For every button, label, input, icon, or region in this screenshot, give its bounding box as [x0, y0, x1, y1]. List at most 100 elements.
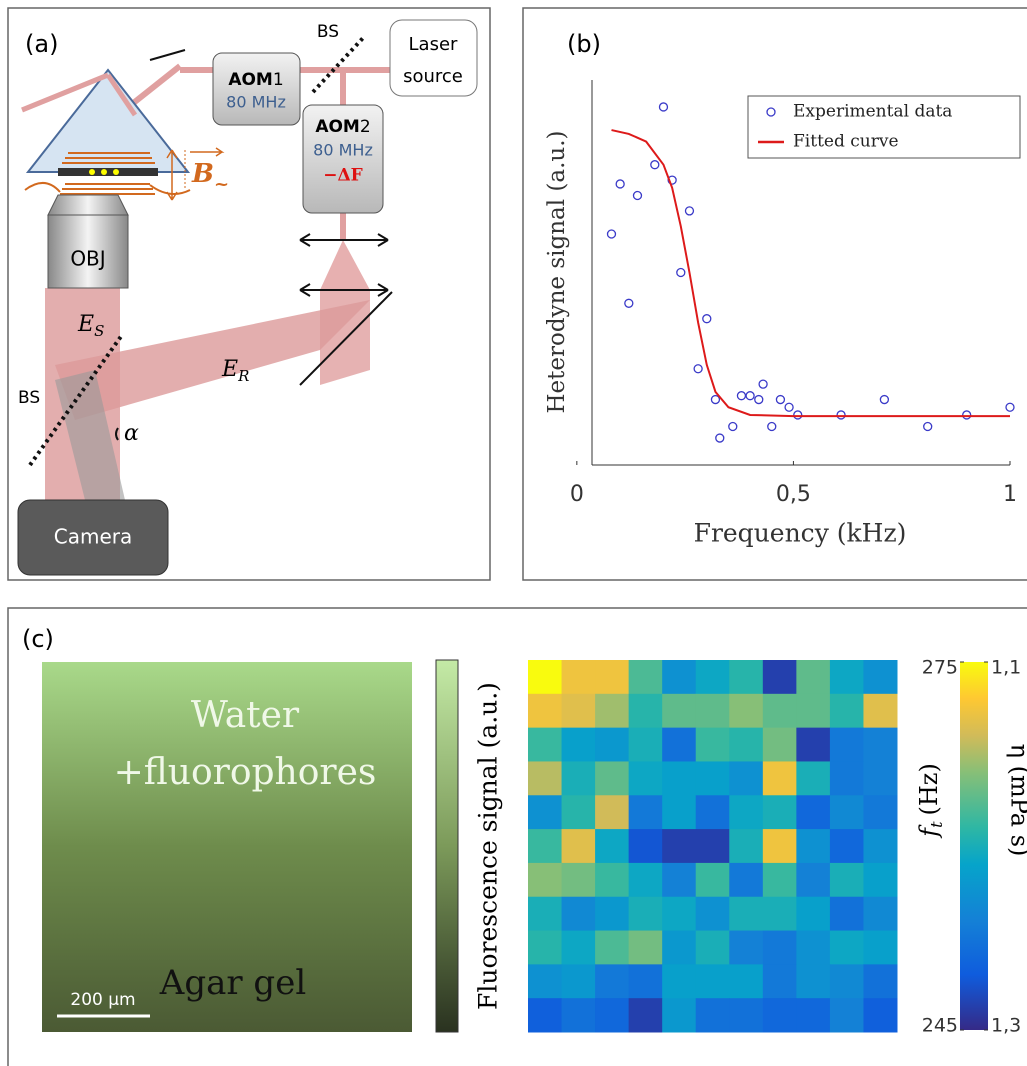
heatmap-cell	[662, 795, 696, 829]
heatmap-cell	[562, 964, 596, 998]
heatmap-cell	[595, 795, 629, 829]
heatmap-cell	[796, 964, 830, 998]
heatmap-cell	[863, 964, 897, 998]
heatmap-cell	[662, 964, 696, 998]
colorbar-tick-label: 275	[922, 657, 958, 679]
data-point	[776, 396, 784, 404]
heatmap-cell	[595, 863, 629, 897]
heatmap-cell	[729, 897, 763, 931]
heatmap-cell	[562, 660, 596, 694]
heatmap-cell	[662, 998, 696, 1032]
data-point	[616, 180, 624, 188]
heatmap-cell	[796, 897, 830, 931]
data-point	[651, 161, 659, 169]
aom-freq: 80 MHz	[313, 141, 373, 160]
heatmap-cell	[562, 863, 596, 897]
label-unit: (Hz)	[915, 763, 943, 815]
heatmap-cell	[629, 728, 663, 762]
heatmap-cell	[729, 660, 763, 694]
image-label: +fluorophores	[114, 752, 377, 793]
field-sub: R	[237, 367, 249, 385]
data-point	[746, 392, 754, 400]
heatmap-cell	[796, 660, 830, 694]
colorbar	[436, 660, 458, 1032]
heatmap-cell	[796, 863, 830, 897]
heatmap-cell	[863, 761, 897, 795]
heatmap-cell	[763, 761, 797, 795]
x-tick-label: 1	[1003, 482, 1017, 507]
heatmap-cell	[528, 998, 562, 1032]
data-point	[759, 380, 767, 388]
panel-label: (b)	[567, 30, 601, 58]
heatmap-cell	[796, 694, 830, 728]
heatmap-cell	[528, 964, 562, 998]
heatmap-cell	[729, 964, 763, 998]
heatmap-cell	[595, 829, 629, 863]
heatmap-cell	[562, 728, 596, 762]
heatmap-cell	[696, 931, 730, 965]
colorbar-label: η (mPa s)	[1006, 744, 1027, 857]
heatmap-cell	[863, 931, 897, 965]
heatmap-cell	[629, 829, 663, 863]
heatmap-cell	[796, 829, 830, 863]
heatmap-cell	[528, 694, 562, 728]
data-point	[880, 396, 888, 404]
objective-tip	[48, 195, 128, 215]
image-label: Water	[191, 695, 300, 736]
heatmap-cell	[863, 829, 897, 863]
prism	[28, 70, 188, 172]
heatmap-cell	[796, 761, 830, 795]
heatmap-cell	[629, 931, 663, 965]
heatmap-cell	[595, 728, 629, 762]
heatmap-cell	[528, 728, 562, 762]
laser-label: source	[403, 66, 463, 87]
aom-name: AOM	[228, 70, 273, 90]
heatmap-cell	[763, 795, 797, 829]
heatmap-cell	[562, 931, 596, 965]
heatmap-cell	[830, 761, 864, 795]
heatmap-cell	[629, 795, 663, 829]
heatmap-cell	[696, 998, 730, 1032]
heatmap-cell	[729, 761, 763, 795]
heatmap-cell	[528, 863, 562, 897]
heatmap-cell	[528, 795, 562, 829]
mirror	[150, 50, 185, 60]
heatmap-cell	[629, 863, 663, 897]
heatmap-cell	[562, 829, 596, 863]
data-point	[625, 299, 633, 307]
panel-label: (c)	[22, 625, 54, 653]
heatmap-cell	[830, 897, 864, 931]
heatmap-cell	[562, 897, 596, 931]
heatmap-cell	[796, 795, 830, 829]
x-tick-label: 0,5	[776, 482, 811, 507]
heatmap-cell	[595, 964, 629, 998]
colorbar-label: Fluorescence signal (a.u.)	[474, 682, 503, 1010]
data-point	[785, 403, 793, 411]
heatmap-cell	[763, 660, 797, 694]
setup-diagram: (a) AOM1 80 MHz BS Laser source AOM2 80 …	[18, 20, 477, 575]
data-point	[607, 230, 615, 238]
heatmap-cell	[696, 829, 730, 863]
scale-bar-label: 200 µm	[70, 990, 135, 1010]
heatmap-cell	[729, 694, 763, 728]
heatmap-cell	[595, 998, 629, 1032]
data-point	[711, 396, 719, 404]
data-point	[768, 423, 776, 431]
heatmap-cell	[662, 761, 696, 795]
beam-splitter	[313, 38, 363, 92]
heatmap-cell	[595, 660, 629, 694]
aom-label: AOM1	[228, 70, 283, 90]
heatmap-cell	[696, 761, 730, 795]
heatmap-cell	[863, 660, 897, 694]
heatmap-cell	[696, 863, 730, 897]
x-tick-label: 0	[570, 482, 584, 507]
aom-freq: 80 MHz	[226, 93, 286, 112]
heatmap-cell	[830, 998, 864, 1032]
panel-label: (a)	[25, 30, 58, 58]
heatmap-cell	[729, 829, 763, 863]
heatmap-cell	[595, 931, 629, 965]
figure: (a) AOM1 80 MHz BS Laser source AOM2 80 …	[0, 0, 1027, 1066]
heatmap-cell	[562, 694, 596, 728]
heatmap-cell	[763, 964, 797, 998]
heatmap-cell	[763, 829, 797, 863]
